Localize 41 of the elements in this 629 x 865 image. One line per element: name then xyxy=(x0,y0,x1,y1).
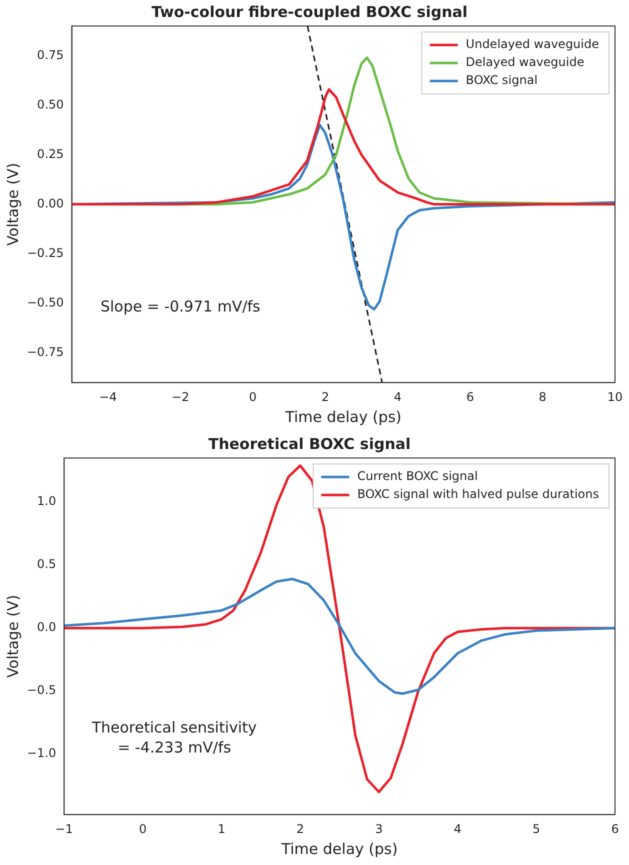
y-tick-label: 1.0 xyxy=(37,494,56,508)
y-tick-label: −0.50 xyxy=(26,295,64,310)
x-tick-label: 0 xyxy=(249,390,257,404)
y-tick-label: 0.75 xyxy=(37,48,64,62)
chart-title: Theoretical BOXC signal xyxy=(208,434,411,453)
x-tick-label: 8 xyxy=(538,390,546,404)
x-tick-label: 4 xyxy=(454,822,462,836)
x-tick-label: 1 xyxy=(218,822,226,836)
annotation: Slope = -0.971 mV/fs xyxy=(100,297,261,316)
y-tick-label: −0.25 xyxy=(26,246,64,260)
annotation: Theoretical sensitivity = -4.233 mV/fs xyxy=(90,718,257,757)
x-tick-label: −2 xyxy=(172,390,190,404)
x-axis-title: Time delay (ps) xyxy=(284,408,402,426)
y-axis-title: Voltage (V) xyxy=(4,594,22,678)
x-tick-label: 3 xyxy=(375,822,383,836)
y-tick-label: 0.50 xyxy=(37,97,64,112)
legend-label: Current BOXC signal xyxy=(357,469,478,484)
legend-label: BOXC signal with halved pulse durations xyxy=(357,487,600,502)
y-tick-label: 0.5 xyxy=(37,557,56,572)
x-tick-label: 6 xyxy=(611,822,619,836)
y-tick-label: −0.75 xyxy=(26,345,64,360)
x-tick-label: 5 xyxy=(532,822,540,836)
chart-title: Two-colour fibre-coupled BOXC signal xyxy=(151,2,468,21)
x-tick-label: 6 xyxy=(466,390,474,404)
y-tick-label: 0.0 xyxy=(37,620,56,634)
x-tick-label: −1 xyxy=(55,822,73,836)
x-tick-label: −4 xyxy=(99,390,117,404)
y-tick-label: 0.25 xyxy=(37,146,64,161)
x-axis-title: Time delay (ps) xyxy=(280,840,398,858)
legend-label: Undelayed waveguide xyxy=(466,37,599,52)
y-tick-label: −0.5 xyxy=(27,683,56,698)
x-tick-label: 2 xyxy=(296,822,304,836)
x-tick-label: 4 xyxy=(394,390,402,404)
x-tick-label: 0 xyxy=(139,822,147,836)
legend-label: Delayed waveguide xyxy=(466,55,584,70)
y-axis-title: Voltage (V) xyxy=(4,162,22,246)
y-tick-label: 0.00 xyxy=(37,196,64,210)
legend-label: BOXC signal xyxy=(466,73,538,88)
x-tick-label: 10 xyxy=(607,390,623,404)
y-tick-label: −1.0 xyxy=(27,746,56,760)
x-tick-label: 2 xyxy=(321,390,330,404)
